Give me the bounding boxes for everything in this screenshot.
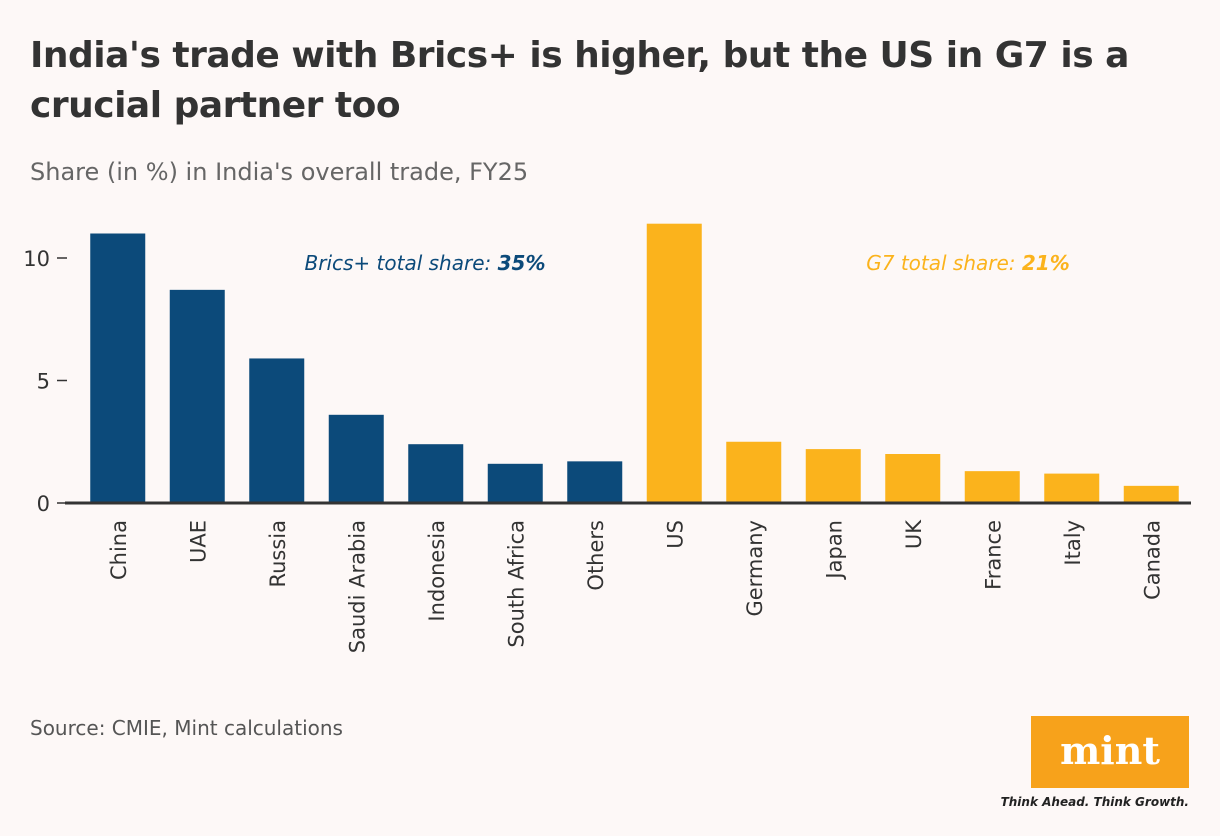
annotation-text: G7 total share:: [866, 251, 1022, 275]
logo: mint: [1060, 728, 1160, 773]
x-tick-label: South Africa: [504, 520, 528, 648]
bar: [964, 471, 1020, 503]
annotation: Brics+ total share: 35%: [305, 251, 546, 275]
chart-subtitle: Share (in %) in India's overall trade, F…: [30, 158, 528, 186]
logo-box: [1031, 716, 1189, 788]
x-tick-label: Germany: [743, 520, 767, 617]
x-tick-label: Russia: [266, 520, 290, 588]
bar: [805, 449, 861, 503]
x-tick-label: Others: [584, 520, 608, 591]
annotation: G7 total share: 21%: [866, 251, 1070, 275]
bar: [249, 358, 305, 503]
x-tick-label: China: [107, 520, 131, 580]
x-tick-label: Indonesia: [425, 520, 449, 622]
tagline: Think Ahead. Think Growth.: [1001, 795, 1189, 809]
bar: [567, 461, 623, 503]
bar: [90, 233, 146, 503]
y-tick-label: 10: [23, 247, 50, 271]
bar: [646, 223, 702, 503]
bar: [169, 289, 225, 503]
chart-title: India's trade with Brics+ is higher, but…: [30, 35, 1129, 76]
annotation-value: 35%: [498, 251, 546, 275]
x-tick-label: Japan: [822, 520, 846, 581]
y-tick-label: 5: [37, 370, 50, 394]
annotation-text: Brics+ total share:: [305, 251, 498, 275]
chart-title: crucial partner too: [30, 85, 400, 126]
x-tick-label: Canada: [1140, 520, 1164, 600]
bar: [885, 454, 941, 503]
annotation-value: 21%: [1022, 251, 1070, 275]
x-tick-label: UAE: [186, 520, 210, 563]
bar: [487, 463, 543, 503]
x-tick-label: Italy: [1061, 520, 1085, 566]
y-tick-label: 0: [37, 492, 50, 516]
x-tick-label: US: [663, 520, 687, 549]
source: Source: CMIE, Mint calculations: [30, 716, 343, 740]
x-tick-label: Saudi Arabia: [345, 520, 369, 653]
bar: [1123, 485, 1179, 503]
x-tick-label: France: [981, 520, 1005, 590]
x-tick-label: UK: [902, 519, 926, 549]
bar: [1044, 473, 1100, 503]
bar: [328, 414, 384, 503]
bar: [408, 444, 464, 503]
bar: [726, 441, 782, 503]
